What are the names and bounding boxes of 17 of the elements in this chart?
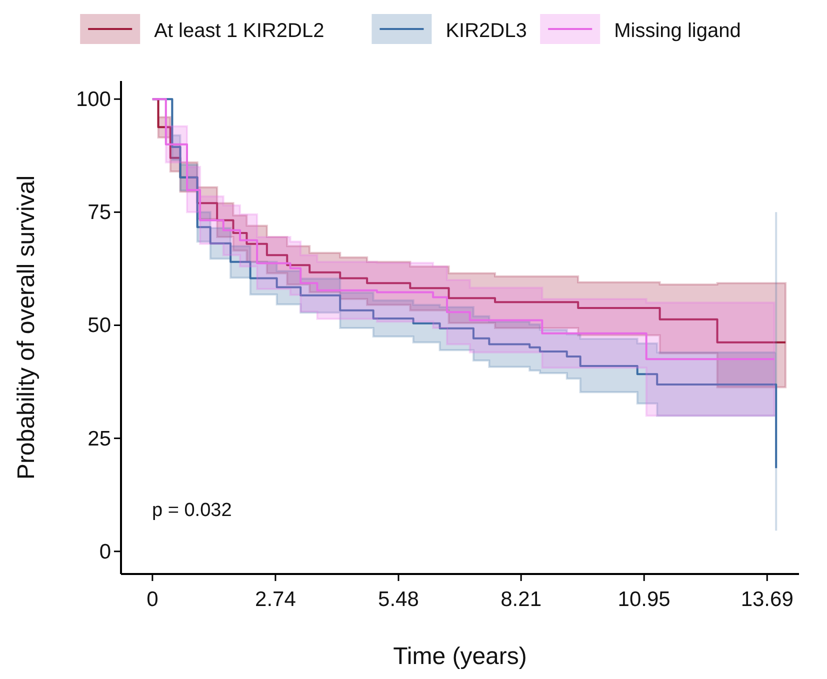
y-tick-label: 75 [88,201,111,224]
y-axis-title: Probability of overall survival [13,175,40,480]
x-tick-label: 10.95 [618,588,670,611]
y-tick-label: 100 [76,88,111,112]
y-tick-label: 0 [99,540,111,564]
x-tick-label: 5.48 [378,588,419,611]
y-tick-label: 50 [88,314,111,338]
legend-label: KIR2DL3 [446,20,527,42]
y-tick-label: 25 [88,427,111,450]
x-axis-title: Time (years) [393,643,527,670]
legend-label: Missing ligand [614,20,741,42]
x-tick-label: 13.69 [740,588,794,611]
x-tick-label: 8.21 [500,588,542,611]
x-tick-label: 0 [146,588,158,611]
legend-label: At least 1 KIR2DL2 [154,20,324,42]
x-tick-label: 2.74 [255,588,296,611]
annotation: p = 0.032 [152,500,232,521]
